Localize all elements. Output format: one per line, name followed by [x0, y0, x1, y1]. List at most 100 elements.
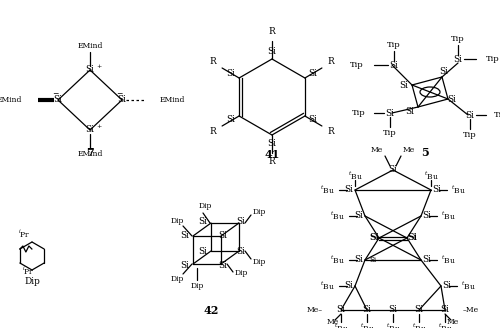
Text: Si: Si [422, 256, 432, 264]
Text: Tip: Tip [486, 55, 500, 63]
Text: Me–: Me– [307, 306, 323, 314]
Text: Si: Si [406, 107, 414, 115]
Text: $^t$Bu: $^t$Bu [424, 170, 438, 182]
Text: EMind: EMind [78, 42, 102, 50]
Text: Si: Si [86, 126, 94, 134]
Text: Si: Si [198, 248, 207, 256]
Text: Si: Si [442, 281, 452, 291]
Text: Tip: Tip [451, 35, 465, 43]
Text: Me: Me [447, 318, 459, 326]
Text: +: + [96, 124, 102, 129]
Text: Si: Si [369, 234, 379, 242]
Text: Si: Si [432, 186, 442, 195]
Text: $^t$Bu: $^t$Bu [360, 322, 374, 328]
Text: Dip: Dip [170, 275, 183, 283]
Text: Dip: Dip [252, 258, 266, 266]
Text: R: R [210, 128, 216, 136]
Text: Si: Si [236, 248, 246, 256]
Text: EMind: EMind [78, 150, 102, 158]
Text: Dip: Dip [234, 269, 248, 277]
Text: $^t$Bu: $^t$Bu [330, 254, 345, 266]
Text: $^i$Pr: $^i$Pr [22, 265, 34, 277]
Text: Si: Si [344, 281, 354, 291]
Text: $^t$Bu: $^t$Bu [441, 210, 456, 222]
Text: Si: Si [86, 66, 94, 74]
Text: Si: Si [336, 305, 345, 315]
Text: Si: Si [180, 260, 190, 270]
Text: Si: Si [268, 48, 276, 56]
Text: Tip: Tip [463, 131, 477, 139]
Text: Si: Si [422, 212, 432, 220]
Text: $^t$Bu: $^t$Bu [320, 280, 335, 292]
Text: Dip: Dip [170, 217, 183, 225]
Text: $^t$Bu: $^t$Bu [412, 322, 426, 328]
Text: Si: Si [370, 256, 376, 264]
Text: −: − [116, 90, 122, 98]
Text: 41: 41 [264, 150, 280, 160]
Text: Si: Si [308, 70, 318, 78]
Text: Si: Si [448, 94, 456, 104]
Text: $^t$Bu: $^t$Bu [438, 322, 452, 328]
Text: Dip: Dip [24, 277, 40, 286]
Text: Si: Si [218, 231, 228, 239]
Text: Tip: Tip [352, 109, 366, 117]
Text: Si: Si [390, 60, 398, 70]
Text: Me: Me [403, 146, 415, 154]
Text: R: R [210, 57, 216, 67]
Text: –Me: –Me [463, 306, 479, 314]
Text: R: R [268, 157, 276, 167]
Text: Me: Me [371, 146, 383, 154]
Text: Tip: Tip [383, 129, 397, 137]
Text: Si: Si [414, 305, 424, 315]
Text: −: − [52, 90, 58, 98]
Text: Si: Si [466, 111, 474, 119]
Text: $^t$Bu: $^t$Bu [334, 322, 348, 328]
Text: Si: Si [400, 80, 408, 90]
Text: Si: Si [54, 95, 62, 105]
Text: Si: Si [226, 115, 235, 125]
Text: Si: Si [198, 217, 207, 227]
Text: Si: Si [440, 305, 450, 315]
Text: 5: 5 [421, 148, 429, 158]
Text: Dip: Dip [190, 282, 203, 290]
Text: 7: 7 [86, 147, 94, 157]
Text: $^t$Bu: $^t$Bu [348, 170, 362, 182]
Text: EMind: EMind [160, 96, 186, 104]
Text: Si: Si [236, 217, 246, 227]
Text: Si: Si [388, 305, 398, 315]
Text: Tip: Tip [350, 61, 364, 69]
Text: Si: Si [362, 305, 372, 315]
Text: Si: Si [354, 212, 364, 220]
Text: $^t$Bu: $^t$Bu [461, 280, 475, 292]
Text: Tip: Tip [387, 41, 401, 49]
Text: $^t$Bu: $^t$Bu [330, 210, 345, 222]
Text: $^t$Bu: $^t$Bu [320, 184, 335, 196]
Text: R: R [328, 57, 334, 67]
Text: Si: Si [180, 231, 190, 239]
Text: Si: Si [118, 95, 126, 105]
Text: EMind: EMind [0, 96, 22, 104]
Text: 42: 42 [204, 304, 218, 316]
Text: Si: Si [407, 234, 417, 242]
Text: Si: Si [268, 138, 276, 148]
Text: Dip: Dip [252, 208, 266, 216]
Text: Si: Si [454, 54, 462, 64]
Text: Si: Si [344, 186, 354, 195]
Text: Si: Si [440, 68, 448, 76]
Text: $^i$Pr: $^i$Pr [18, 228, 30, 240]
Text: Si: Si [354, 256, 364, 264]
Text: Si: Si [308, 115, 318, 125]
Text: Si: Si [386, 109, 394, 117]
Text: Tip: Tip [494, 111, 500, 119]
Text: Si: Si [226, 70, 235, 78]
Text: $^t$Bu: $^t$Bu [451, 184, 466, 196]
Text: +: + [96, 64, 102, 69]
Text: Si: Si [218, 260, 228, 270]
Text: Dip: Dip [198, 202, 211, 210]
Text: Si: Si [388, 166, 398, 174]
Text: $^t$Bu: $^t$Bu [386, 322, 400, 328]
Text: $^t$Bu: $^t$Bu [441, 254, 456, 266]
Text: R: R [268, 28, 276, 36]
Text: Me: Me [327, 318, 339, 326]
Text: R: R [328, 128, 334, 136]
